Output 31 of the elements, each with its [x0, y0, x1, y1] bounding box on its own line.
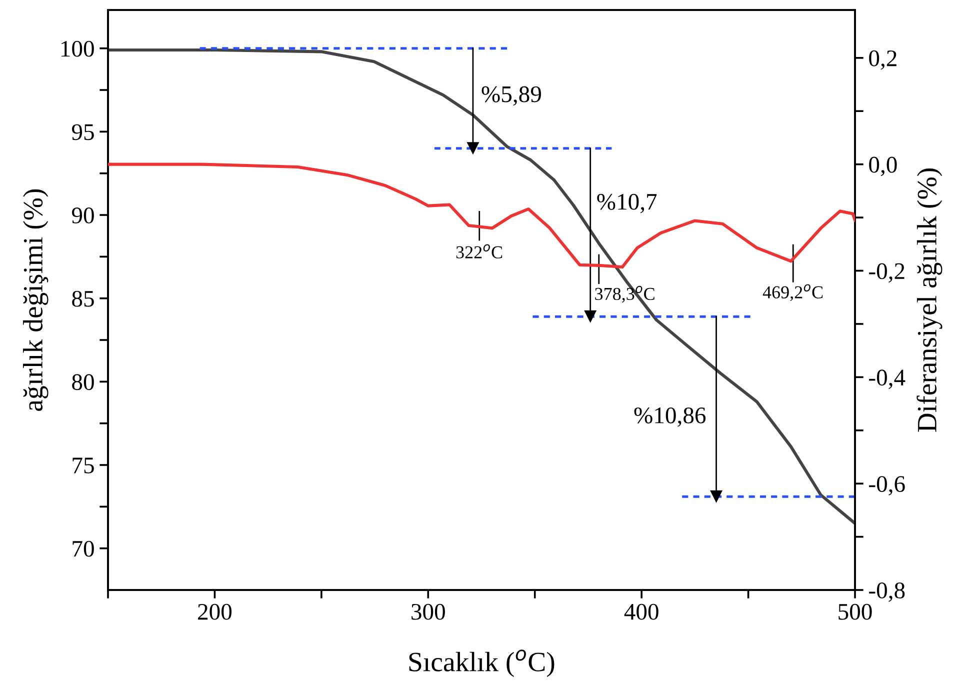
x-tick-label: 200 — [198, 604, 232, 620]
y-tick-label: 80 — [72, 374, 94, 390]
annotation: 378,3$^{o}$C — [595, 286, 654, 303]
x-tick-label: 400 — [624, 604, 658, 620]
y-axis-title: ağırlık değişimi (%) — [23, 189, 48, 411]
point — [466, 142, 480, 155]
x-tick-label: 500 — [838, 604, 872, 620]
y-tick-label: 85 — [72, 290, 94, 307]
annotation: %5,89 — [482, 86, 541, 106]
y2-tick-label: 0,2 — [869, 50, 896, 70]
y-tick-label: 95 — [72, 124, 94, 140]
y-tick-label: 90 — [72, 207, 94, 224]
y-tick-label: 70 — [72, 540, 94, 557]
y2-tick-label: -0,6 — [869, 476, 905, 496]
annotation: 469,2$^{o}$C — [762, 284, 823, 301]
y2-tick-label: -0,2 — [869, 263, 904, 283]
y2-axis-title: Diferansiyel ağırlık (%) — [916, 168, 942, 432]
annotation: %10,86 — [634, 407, 706, 427]
y2-tick-label: 0,0 — [869, 156, 897, 176]
x-tick-label: 300 — [412, 604, 445, 620]
y-tick-label: 75 — [72, 458, 94, 474]
x-axis-title: Sıcaklık ($^{o}$C) — [409, 650, 554, 678]
point — [584, 310, 597, 323]
line-series — [108, 48, 855, 525]
annotation: 322$^{o}$C — [456, 244, 502, 258]
point — [710, 490, 723, 503]
y2-tick-label: -0,8 — [869, 582, 905, 602]
y2-tick-label: -0,4 — [869, 370, 906, 389]
annotation: %10,7 — [597, 194, 657, 214]
y-tick-label: 100 — [61, 40, 94, 57]
line-series — [108, 162, 855, 269]
